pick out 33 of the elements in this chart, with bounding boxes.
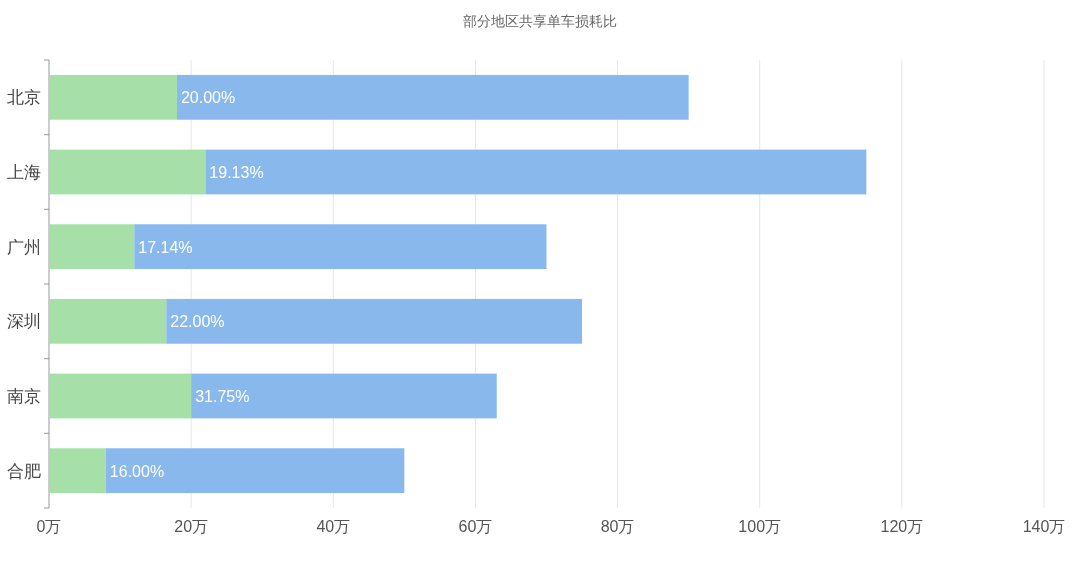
y-tick-label: 上海 [7, 163, 41, 182]
y-tick-label: 北京 [7, 88, 41, 108]
bar [49, 224, 135, 270]
bar [105, 448, 405, 494]
annotation: 31.75% [195, 388, 250, 405]
x-tick-label: 0万 [36, 518, 62, 535]
x-tick-label: 100万 [738, 518, 782, 535]
bar [49, 298, 167, 344]
bar [166, 298, 583, 344]
annotation: 19.13% [209, 164, 264, 181]
y-tick-label: 南京 [7, 387, 41, 406]
annotation: 22.00% [170, 313, 225, 331]
y-tick-label: 广州 [7, 237, 41, 257]
bar [176, 74, 689, 120]
x-tick-label: 60万 [458, 518, 493, 535]
x-tick-label: 80万 [600, 518, 635, 535]
annotation: 17.14% [138, 238, 193, 256]
annotation: 16.00% [109, 462, 165, 480]
x-tick-label: 120万 [880, 518, 924, 535]
bar [49, 149, 206, 195]
y-tick-label: 合肥 [7, 461, 41, 481]
bar [49, 373, 192, 419]
x-tick-label: 20万 [174, 518, 209, 535]
bar [134, 224, 547, 270]
bar [191, 373, 497, 419]
annotation: 20.00% [180, 89, 236, 107]
x-tick-label: 40万 [316, 518, 351, 535]
bar [49, 74, 177, 120]
y-tick-label: 深圳 [7, 312, 41, 332]
bar [205, 149, 867, 195]
chart-title: 部分地区共享单车损耗比 [463, 13, 617, 29]
bar [49, 448, 106, 494]
x-tick-label: 140万 [1022, 518, 1066, 535]
